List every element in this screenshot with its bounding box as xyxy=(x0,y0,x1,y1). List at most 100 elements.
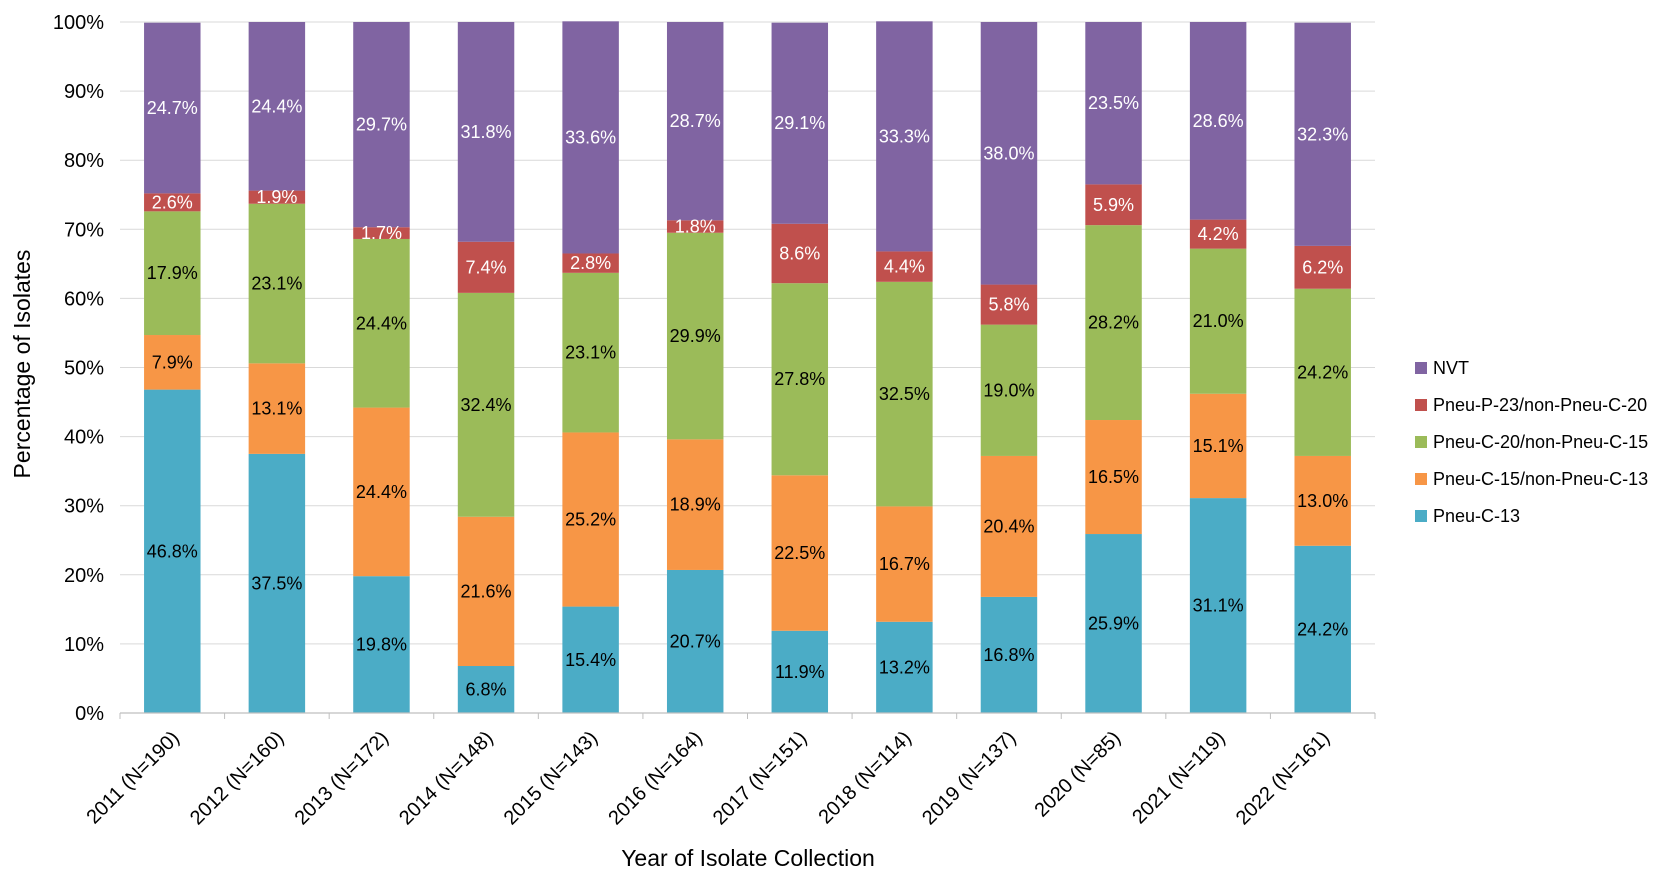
bar-segment xyxy=(771,223,829,284)
bar-segment xyxy=(666,439,724,570)
data-label: 21.6% xyxy=(461,581,512,601)
x-tick-label: 2013 (N=172) xyxy=(291,727,393,829)
bar-segment xyxy=(457,241,515,293)
y-tick-label: 100% xyxy=(53,12,104,34)
x-tick-label: 2011 (N=190) xyxy=(82,727,183,828)
data-label: 2.8% xyxy=(570,253,611,273)
bar-segment xyxy=(876,621,933,713)
x-tick-label: 2016 (N=164) xyxy=(604,727,706,829)
gridlines xyxy=(120,21,1375,714)
y-tick-label: 0% xyxy=(75,703,104,725)
legend-label: Pneu-C-13 xyxy=(1433,506,1520,526)
bar-segment xyxy=(1294,288,1351,456)
legend-item: Pneu-C-15/non-Pneu-C-13 xyxy=(1415,469,1648,489)
legend-swatch xyxy=(1415,399,1427,411)
data-label: 19.0% xyxy=(983,380,1034,400)
data-label: 23.1% xyxy=(565,343,616,363)
data-label: 28.7% xyxy=(670,111,721,131)
bar-segment xyxy=(666,22,724,221)
bar-segment xyxy=(1294,22,1351,246)
data-label: 1.8% xyxy=(675,217,716,237)
data-label: 4.2% xyxy=(1198,224,1239,244)
bar-segment xyxy=(248,22,306,191)
data-label: 16.5% xyxy=(1088,467,1139,487)
data-label: 46.8% xyxy=(147,541,198,561)
data-label: 27.8% xyxy=(774,369,825,389)
data-label: 13.2% xyxy=(879,657,930,677)
data-label: 21.0% xyxy=(1193,311,1244,331)
data-label: 24.4% xyxy=(356,482,407,502)
bar-segment xyxy=(1294,455,1351,546)
bar-segment xyxy=(771,630,829,713)
data-label: 33.3% xyxy=(879,126,930,146)
data-label: 24.4% xyxy=(251,96,302,116)
bar-segment xyxy=(457,516,515,667)
data-label: 31.1% xyxy=(1193,596,1244,616)
x-tick-label: 2022 (N=161) xyxy=(1232,727,1334,829)
data-label: 28.6% xyxy=(1193,111,1244,131)
x-tick-label: 2020 (N=85) xyxy=(1031,727,1126,822)
bar-segment xyxy=(248,453,306,713)
legend-label: NVT xyxy=(1433,358,1469,378)
bar-segment xyxy=(1294,545,1351,713)
data-label: 23.5% xyxy=(1088,93,1139,113)
legend-swatch xyxy=(1415,510,1427,522)
bar-segment xyxy=(353,227,410,239)
data-label: 13.0% xyxy=(1297,491,1348,511)
legend-item: Pneu-C-20/non-Pneu-C-15 xyxy=(1415,432,1648,452)
bar-segment xyxy=(248,363,306,454)
data-label: 16.7% xyxy=(879,554,930,574)
data-label: 20.7% xyxy=(670,631,721,651)
data-label: 6.8% xyxy=(466,680,507,700)
bar-segment xyxy=(144,193,201,212)
bar-segment xyxy=(980,284,1038,325)
bar-segment xyxy=(666,232,724,440)
bar-segment xyxy=(980,22,1038,285)
bar-segment xyxy=(876,506,933,622)
data-label: 38.0% xyxy=(983,143,1034,163)
bar-segment xyxy=(771,22,829,224)
bar-segment xyxy=(666,220,724,233)
bar-segment xyxy=(980,324,1038,456)
bar-segment xyxy=(1085,534,1142,713)
y-tick-label: 20% xyxy=(64,565,104,587)
data-label: 15.1% xyxy=(1193,436,1244,456)
bar-segment xyxy=(248,190,306,204)
legend-label: Pneu-C-20/non-Pneu-C-15 xyxy=(1433,432,1648,452)
segment-labels: 46.8% 7.9% 17.9% 2.6% 24.7% 37.5% 13.1% 23.1% 1.… xyxy=(147,93,1348,699)
y-tick-label: 80% xyxy=(64,150,104,172)
legend-item: NVT xyxy=(1415,358,1469,378)
data-label: 29.9% xyxy=(670,326,721,346)
data-label: 19.8% xyxy=(356,635,407,655)
bar-segment xyxy=(1189,248,1247,394)
data-label: 24.4% xyxy=(356,313,407,333)
data-label: 29.1% xyxy=(774,113,825,133)
data-label: 2.6% xyxy=(152,192,193,212)
data-label: 23.1% xyxy=(251,274,302,294)
data-label: 1.9% xyxy=(256,187,297,207)
data-label: 37.5% xyxy=(251,573,302,593)
bar-segment xyxy=(1294,245,1351,289)
bar-segment xyxy=(1085,22,1142,185)
y-tick-label: 30% xyxy=(64,496,104,518)
legend-swatch xyxy=(1415,473,1427,485)
y-axis-title: Percentage of Isolates xyxy=(9,250,35,479)
bar-segment xyxy=(980,596,1038,713)
y-tick-label: 10% xyxy=(64,634,104,656)
bar-segment xyxy=(876,281,933,507)
y-tick-label: 60% xyxy=(64,288,104,310)
data-label: 11.9% xyxy=(775,662,825,682)
bar-segment xyxy=(1189,219,1247,249)
data-label: 33.6% xyxy=(565,127,616,147)
bar-segment xyxy=(1189,498,1247,713)
legend-item: Pneu-C-13 xyxy=(1415,506,1520,526)
bar-segment xyxy=(771,283,829,476)
bar-segment xyxy=(353,238,410,408)
bar-segment xyxy=(562,253,619,273)
data-label: 32.5% xyxy=(879,384,930,404)
bar-segment xyxy=(144,22,201,194)
x-tick-label: 2018 (N=114) xyxy=(815,727,916,828)
data-label: 8.6% xyxy=(779,243,820,263)
data-label: 17.9% xyxy=(147,263,198,283)
